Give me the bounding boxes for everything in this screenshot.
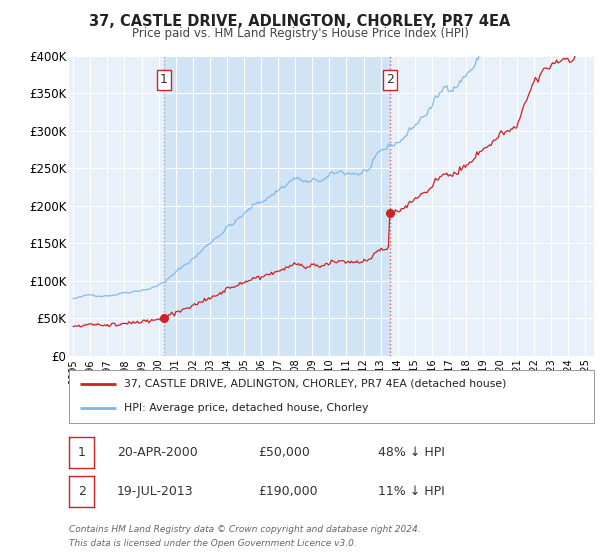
Text: This data is licensed under the Open Government Licence v3.0.: This data is licensed under the Open Gov… xyxy=(69,539,357,548)
Text: 48% ↓ HPI: 48% ↓ HPI xyxy=(378,446,445,459)
Text: 20-APR-2000: 20-APR-2000 xyxy=(117,446,198,459)
Text: 37, CASTLE DRIVE, ADLINGTON, CHORLEY, PR7 4EA: 37, CASTLE DRIVE, ADLINGTON, CHORLEY, PR… xyxy=(89,14,511,29)
Text: 1: 1 xyxy=(77,446,86,459)
Text: 37, CASTLE DRIVE, ADLINGTON, CHORLEY, PR7 4EA (detached house): 37, CASTLE DRIVE, ADLINGTON, CHORLEY, PR… xyxy=(124,379,506,389)
Text: Price paid vs. HM Land Registry's House Price Index (HPI): Price paid vs. HM Land Registry's House … xyxy=(131,27,469,40)
Text: £190,000: £190,000 xyxy=(258,485,317,498)
Text: HPI: Average price, detached house, Chorley: HPI: Average price, detached house, Chor… xyxy=(124,403,368,413)
Text: £50,000: £50,000 xyxy=(258,446,310,459)
Text: 2: 2 xyxy=(77,485,86,498)
Text: Contains HM Land Registry data © Crown copyright and database right 2024.: Contains HM Land Registry data © Crown c… xyxy=(69,525,421,534)
Text: 19-JUL-2013: 19-JUL-2013 xyxy=(117,485,194,498)
Text: 2: 2 xyxy=(386,73,394,86)
Text: 11% ↓ HPI: 11% ↓ HPI xyxy=(378,485,445,498)
Text: 1: 1 xyxy=(160,73,167,86)
Bar xyxy=(164,56,390,356)
